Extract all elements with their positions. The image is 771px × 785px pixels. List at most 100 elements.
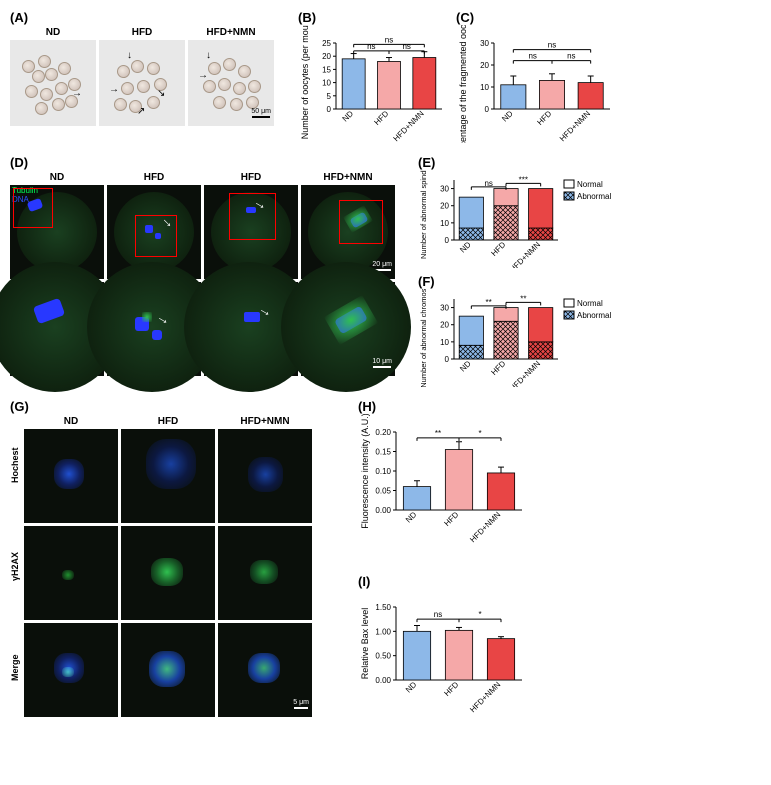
svg-text:HFD+NMN: HFD+NMN: [508, 359, 542, 387]
row-1: (A) ND →: [10, 10, 761, 143]
g-h2ax-hfd: [121, 526, 215, 620]
svg-text:20: 20: [322, 52, 331, 61]
panel-f-label: (F): [418, 274, 435, 289]
g-h2ax-nd: [24, 526, 118, 620]
svg-text:HFD+NMN: HFD+NMN: [392, 109, 426, 143]
svg-text:0.05: 0.05: [375, 487, 391, 496]
svg-text:0.15: 0.15: [375, 448, 391, 457]
svg-text:ND: ND: [341, 109, 356, 124]
panel-h: (H) 0.000.050.100.150.20NDHFDHFD+NMN***F…: [358, 399, 528, 544]
g-row-2: Merge: [10, 621, 20, 715]
svg-text:ns: ns: [367, 42, 375, 51]
svg-text:ns: ns: [434, 610, 442, 619]
g-merge-hfd: [121, 623, 215, 717]
panel-d-cond-3: HFD+NMN: [301, 172, 395, 183]
panel-a-cond-0: ND: [10, 27, 96, 38]
svg-text:20: 20: [480, 61, 489, 70]
svg-text:HFD+NMN: HFD+NMN: [468, 680, 502, 714]
panel-g-label: (G): [10, 399, 29, 414]
svg-text:30: 30: [480, 39, 489, 48]
svg-text:25: 25: [322, 39, 331, 48]
svg-text:**: **: [520, 294, 526, 303]
scientific-figure: (A) ND →: [10, 10, 761, 717]
svg-text:HFD+NMN: HFD+NMN: [468, 510, 502, 544]
svg-text:0.50: 0.50: [375, 652, 391, 661]
g-merge-nd: [24, 623, 118, 717]
svg-text:Normal: Normal: [577, 180, 603, 189]
svg-text:HFD: HFD: [442, 510, 460, 528]
svg-text:HFD+NMN: HFD+NMN: [558, 109, 592, 143]
svg-text:***: ***: [519, 175, 528, 184]
panel-g-scale: 5 μm: [293, 699, 309, 706]
svg-text:HFD+NMN: HFD+NMN: [508, 240, 542, 268]
svg-text:HFD: HFD: [372, 109, 390, 127]
g-merge-nmn: 5 μm: [218, 623, 312, 717]
chart-i: 0.000.501.001.50NDHFDHFD+NMNns*Relative …: [358, 589, 528, 714]
g-cond-1: HFD: [121, 416, 215, 427]
svg-text:HFD: HFD: [489, 359, 507, 377]
panel-a-cond-2: HFD+NMN: [188, 27, 274, 38]
g-row-1: γH2AX: [10, 519, 20, 613]
svg-text:HFD: HFD: [535, 109, 553, 127]
panel-i: (I) 0.000.501.001.50NDHFDHFD+NMNns*Relat…: [358, 574, 528, 714]
svg-text:15: 15: [322, 65, 331, 74]
g-row-0: Hochest: [10, 418, 20, 512]
svg-text:Number of oocytes (per mouse): Number of oocytes (per mouse): [300, 25, 310, 139]
micrograph-hfd: ↓ → ↗ ↘: [99, 40, 185, 126]
chart-e: 0102030NDHFDHFD+NMNns***Number of abnorm…: [418, 170, 628, 268]
g-hoechst-nd: [24, 429, 118, 523]
svg-text:ns: ns: [548, 41, 556, 50]
svg-text:0: 0: [485, 105, 490, 114]
spindle-nmn-zoom: 10 μm: [301, 282, 395, 376]
panel-d-cond-2: HFD: [204, 172, 298, 183]
svg-text:**: **: [486, 298, 492, 307]
micrograph-hfdnmn: ↓ → 50 μm: [188, 40, 274, 126]
chart-c: 0102030NDHFDHFD+NMNnsnsnsPercentage of t…: [456, 25, 606, 143]
svg-text:Abnormal: Abnormal: [577, 192, 611, 201]
g-h2ax-nmn: [218, 526, 312, 620]
svg-text:10: 10: [322, 79, 331, 88]
row-3: (G) Hochest γH2AX Merge ND HFD HFD+NMN: [10, 399, 761, 717]
panel-f: (F) 0102030NDHFDHFD+NMN****Number of abn…: [418, 274, 628, 387]
svg-text:*: *: [478, 610, 481, 619]
svg-text:Normal: Normal: [577, 299, 603, 308]
panel-c: (C) 0102030NDHFDHFD+NMNnsnsnsPercentage …: [456, 10, 606, 143]
svg-text:20: 20: [440, 202, 449, 211]
panel-g: (G) Hochest γH2AX Merge ND HFD HFD+NMN: [10, 399, 350, 717]
panel-d: (D) ND Tubulin DNA HFD: [10, 155, 410, 376]
panel-c-label: (C): [456, 10, 474, 25]
panel-e-label: (E): [418, 155, 435, 170]
svg-text:**: **: [435, 429, 441, 438]
g-cond-2: HFD+NMN: [218, 416, 312, 427]
chart-f: 0102030NDHFDHFD+NMN****Number of abnorma…: [418, 289, 628, 387]
panel-d-cond-1: HFD: [107, 172, 201, 183]
svg-text:1.50: 1.50: [375, 603, 391, 612]
panel-d-scale-bottom: 10 μm: [372, 358, 392, 365]
svg-text:ND: ND: [404, 510, 419, 525]
panel-d-scale-top: 20 μm: [372, 261, 392, 268]
g-hoechst-hfd: [121, 429, 215, 523]
svg-text:Relative Bax level: Relative Bax level: [360, 608, 370, 680]
svg-text:0.20: 0.20: [375, 428, 391, 437]
svg-text:10: 10: [480, 83, 489, 92]
svg-text:ND: ND: [500, 109, 515, 124]
svg-text:0: 0: [327, 105, 332, 114]
svg-text:Number of abnormal chromosomes: Number of abnormal chromosomes: [419, 289, 428, 387]
panel-b-label: (B): [298, 10, 316, 25]
svg-text:*: *: [478, 429, 481, 438]
svg-text:ns: ns: [385, 35, 393, 44]
svg-text:10: 10: [440, 338, 449, 347]
svg-text:5: 5: [327, 92, 332, 101]
svg-text:ns: ns: [402, 42, 410, 51]
svg-text:0.00: 0.00: [375, 676, 391, 685]
micrograph-nd: →: [10, 40, 96, 126]
svg-text:0: 0: [445, 236, 450, 245]
svg-text:ns: ns: [528, 52, 536, 61]
panel-d-cond-0: ND: [10, 172, 104, 183]
panel-a-label: (A): [10, 10, 28, 25]
panel-h-label: (H): [358, 399, 376, 414]
svg-text:HFD: HFD: [489, 240, 507, 258]
panel-i-label: (I): [358, 574, 370, 589]
svg-text:Percentage of the fragmented o: Percentage of the fragmented oocytes (%): [458, 25, 468, 143]
svg-text:HFD: HFD: [442, 680, 460, 698]
